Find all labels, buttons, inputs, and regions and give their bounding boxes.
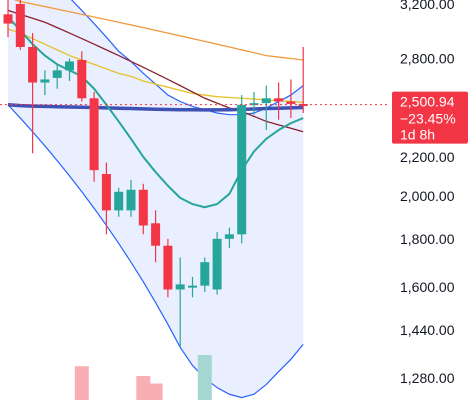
candle-body — [114, 191, 124, 211]
candle-countdown: 1d 8h — [400, 127, 435, 143]
price-axis[interactable]: 3,200.00 2,800.00 2,200.00 2,000.00 1,800.00… — [400, 0, 455, 386]
volume-bars — [74, 355, 212, 400]
candle-body — [237, 104, 247, 235]
last-price-badge: 2,500.94 −23.45% 1d 8h — [392, 91, 468, 144]
candle-body — [138, 189, 148, 226]
candle-body — [15, 4, 25, 48]
candle-body — [298, 103, 308, 106]
candle-body — [126, 189, 136, 211]
candle-body — [77, 59, 87, 99]
candle-body — [3, 14, 13, 24]
candle-body — [151, 223, 161, 246]
y-tick-label: 1,600.00 — [400, 279, 455, 295]
candles — [3, 0, 308, 348]
volume-bar — [74, 366, 89, 400]
candle-body — [89, 98, 99, 171]
y-tick-label: 2,000.00 — [400, 188, 455, 204]
last-price-value: 2,500.94 — [400, 94, 455, 110]
candle-body — [101, 173, 111, 211]
y-tick-label: 2,800.00 — [400, 51, 455, 67]
band-lower — [7, 104, 304, 399]
candle-body — [188, 285, 197, 288]
price-change-percent: −23.45% — [400, 111, 456, 127]
candle-body — [175, 284, 185, 290]
last-price-badge-bg — [392, 91, 468, 144]
volume-bar — [197, 355, 212, 400]
candle-body — [224, 234, 234, 239]
volume-bar — [148, 383, 163, 400]
y-tick-label: 1,440.00 — [400, 322, 455, 338]
candle-body — [274, 98, 284, 102]
candle-body — [40, 79, 50, 83]
volume-bar — [136, 376, 151, 400]
candle-body — [65, 61, 74, 71]
ma-line-2 — [7, 9, 304, 133]
candle-body — [28, 47, 38, 83]
y-tick-label: 1,800.00 — [400, 231, 455, 247]
candle-body — [286, 101, 296, 104]
candle-body — [212, 238, 222, 290]
candle-body — [52, 70, 62, 78]
ma-line-1 — [13, 0, 304, 61]
candle-body — [200, 262, 210, 286]
y-tick-label: 3,200.00 — [400, 0, 455, 12]
y-tick-label: 1,280.00 — [400, 370, 455, 386]
candle-body — [163, 245, 173, 290]
candle-body — [261, 98, 271, 104]
y-tick-label: 2,200.00 — [400, 149, 455, 165]
candle-body — [249, 103, 259, 106]
